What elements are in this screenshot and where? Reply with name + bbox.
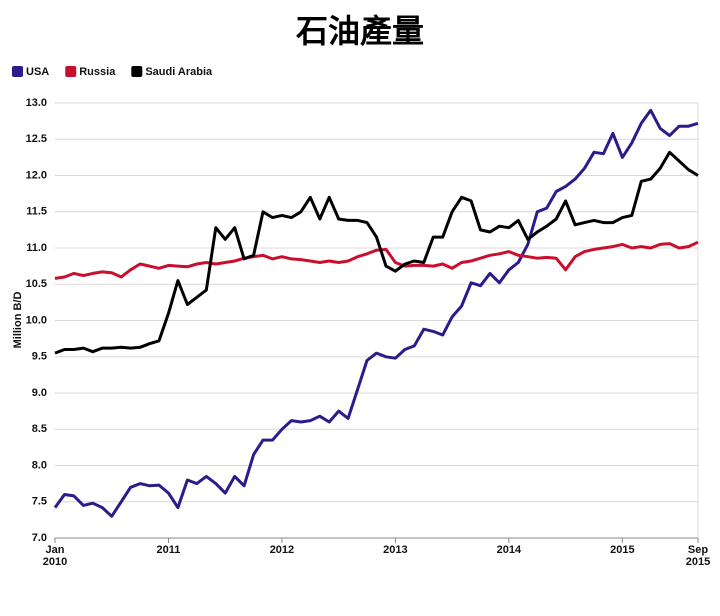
y-tick-label: 11.0 xyxy=(26,242,47,254)
page-title: 石油產量 xyxy=(295,12,424,50)
y-tick-label: 8.0 xyxy=(32,459,47,471)
y-tick-label: 10.5 xyxy=(26,278,47,290)
x-tick-label: Sep 2015 xyxy=(685,544,711,568)
legend-swatch xyxy=(131,66,143,77)
series-line xyxy=(54,150,699,355)
x-tick-label: 2015 xyxy=(610,544,635,556)
y-axis-label: Million B/D xyxy=(12,292,24,349)
y-tick-label: 10.0 xyxy=(26,314,47,326)
x-tick-label: 2013 xyxy=(383,544,408,556)
x-tick-label: 2011 xyxy=(156,544,181,556)
y-tick-label: 8.5 xyxy=(32,423,47,435)
x-tick-label: 2014 xyxy=(496,544,522,556)
series-line xyxy=(54,240,699,280)
y-tick-label: 7.5 xyxy=(32,496,47,508)
y-tick-label: 7.0 xyxy=(32,532,47,544)
legend-label: Saudi Arabia xyxy=(145,66,213,78)
legend-swatch xyxy=(12,66,23,77)
y-tick-label: 12.5 xyxy=(26,133,47,145)
y-tick-label: 9.0 xyxy=(32,387,47,399)
y-tick-label: 9.5 xyxy=(32,351,47,363)
y-tick-label: 12.0 xyxy=(26,169,47,181)
y-tick-label: 13.0 xyxy=(26,97,47,109)
legend-label: USA xyxy=(26,66,49,78)
legend-label: Russia xyxy=(79,66,116,78)
x-tick-label: 2012 xyxy=(269,544,295,556)
y-tick-label: 11.5 xyxy=(26,206,47,218)
series-line xyxy=(53,108,699,518)
legend-swatch xyxy=(65,66,77,77)
x-tick-label: Jan 2010 xyxy=(42,544,68,568)
